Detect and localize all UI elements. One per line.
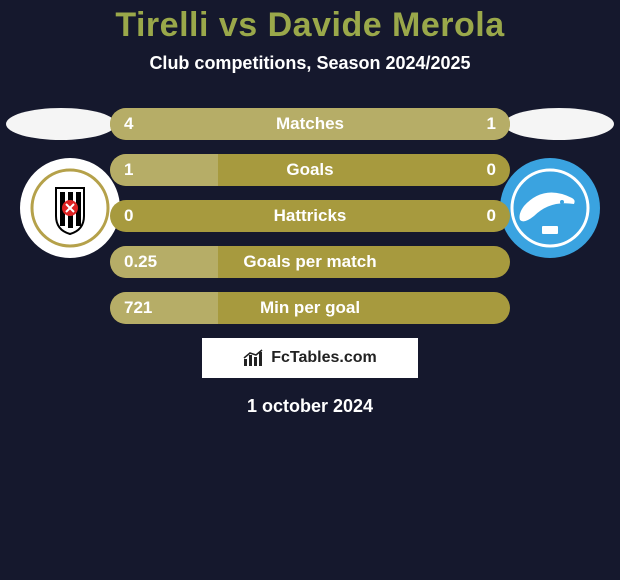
club-badge-left	[20, 158, 120, 258]
stat-row: 10Goals	[110, 154, 510, 186]
snapshot-date: 1 october 2024	[0, 396, 620, 417]
stat-label: Min per goal	[110, 298, 510, 318]
ascoli-crest-icon	[30, 168, 110, 248]
stat-row: 00Hattricks	[110, 200, 510, 232]
stat-row: 41Matches	[110, 108, 510, 140]
page-title: Tirelli vs Davide Merola	[0, 0, 620, 45]
page-subtitle: Club competitions, Season 2024/2025	[0, 53, 620, 74]
player-left-photo-placeholder	[6, 108, 116, 140]
stat-label: Matches	[110, 114, 510, 134]
stat-label: Goals per match	[110, 252, 510, 272]
stat-bar-list: 41Matches 10Goals 00Hattricks 0.25Goals per…	[110, 108, 510, 324]
content-area: 41Matches 10Goals 00Hattricks 0.25Goals per…	[0, 108, 620, 417]
comparison-infographic: Tirelli vs Davide Merola Club competitio…	[0, 0, 620, 580]
club-badge-right	[500, 158, 600, 258]
pescara-crest-icon	[510, 168, 590, 248]
stat-row: 721Min per goal	[110, 292, 510, 324]
branding-box: FcTables.com	[202, 338, 418, 378]
branding-label: FcTables.com	[271, 349, 377, 367]
stat-label: Hattricks	[110, 206, 510, 226]
player-right-photo-placeholder	[504, 108, 614, 140]
bar-chart-icon	[243, 349, 265, 367]
stat-row: 0.25Goals per match	[110, 246, 510, 278]
stat-label: Goals	[110, 160, 510, 180]
